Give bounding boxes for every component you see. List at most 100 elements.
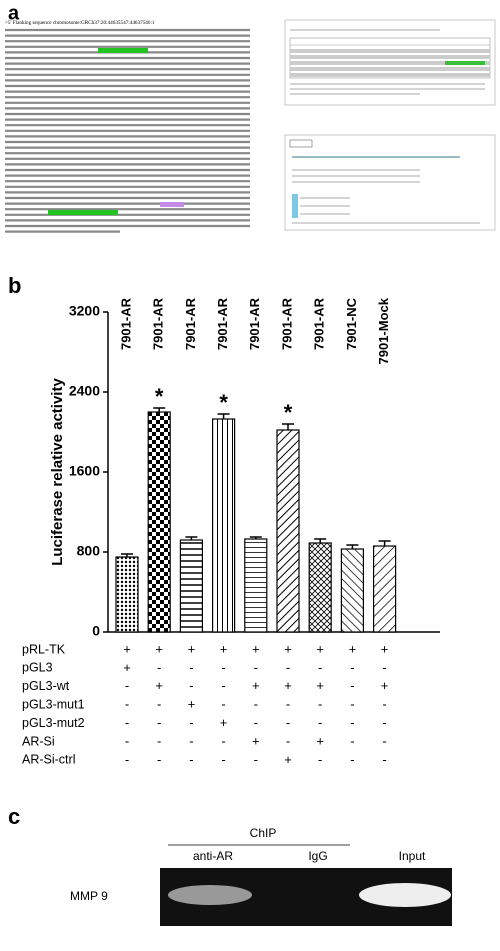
panel-label: b bbox=[8, 273, 21, 298]
condition-mark: + bbox=[316, 733, 324, 748]
condition-mark: - bbox=[157, 752, 161, 767]
condition-mark: + bbox=[252, 733, 260, 748]
highlight bbox=[160, 202, 184, 207]
condition-mark: - bbox=[125, 752, 129, 767]
y-tick-label: 3200 bbox=[69, 303, 100, 319]
significance-mark: * bbox=[219, 390, 228, 415]
condition-mark: - bbox=[350, 660, 354, 675]
condition-mark: - bbox=[189, 660, 193, 675]
condition-mark: - bbox=[382, 660, 386, 675]
y-tick-label: 0 bbox=[92, 623, 100, 639]
x-tick-label: 7901-AR bbox=[118, 297, 133, 350]
condition-mark: - bbox=[350, 697, 354, 712]
condition-mark: - bbox=[318, 697, 322, 712]
bar bbox=[276, 429, 300, 633]
condition-mark: - bbox=[382, 733, 386, 748]
significance-mark: * bbox=[155, 384, 164, 409]
panel-label: c bbox=[8, 804, 20, 829]
condition-mark: - bbox=[157, 660, 161, 675]
condition-mark: - bbox=[286, 660, 290, 675]
target-label: MMP 9 bbox=[70, 889, 108, 903]
y-axis-title: Luciferase relative activity bbox=[49, 378, 66, 566]
y-tick-label: 2400 bbox=[69, 383, 100, 399]
condition-mark: - bbox=[382, 752, 386, 767]
sequence-text bbox=[5, 28, 250, 233]
bar bbox=[179, 539, 203, 633]
bar bbox=[340, 548, 364, 633]
condition-mark: - bbox=[125, 678, 129, 693]
condition-label: pRL-TK bbox=[22, 642, 66, 656]
condition-label: pGL3 bbox=[22, 661, 53, 675]
condition-mark: + bbox=[252, 641, 260, 656]
condition-mark: + bbox=[316, 641, 324, 656]
condition-mark: + bbox=[188, 697, 196, 712]
condition-label: AR-Si bbox=[22, 734, 55, 748]
highlight bbox=[98, 48, 148, 53]
condition-mark: + bbox=[284, 641, 292, 656]
condition-mark: - bbox=[350, 752, 354, 767]
bar bbox=[147, 411, 171, 633]
condition-mark: - bbox=[221, 733, 225, 748]
condition-mark: + bbox=[252, 678, 260, 693]
condition-mark: - bbox=[157, 715, 161, 730]
condition-mark: - bbox=[157, 697, 161, 712]
condition-mark: - bbox=[254, 660, 258, 675]
x-tick-label: 7901-AR bbox=[151, 297, 166, 350]
condition-mark: + bbox=[316, 678, 324, 693]
condition-mark: - bbox=[125, 733, 129, 748]
condition-mark: + bbox=[123, 641, 131, 656]
condition-label: pGL3-wt bbox=[22, 679, 70, 693]
condition-mark: - bbox=[286, 715, 290, 730]
condition-mark: - bbox=[221, 678, 225, 693]
condition-mark: + bbox=[220, 641, 228, 656]
condition-mark: - bbox=[350, 733, 354, 748]
condition-mark: + bbox=[381, 641, 389, 656]
significance-mark: * bbox=[284, 400, 293, 425]
bar bbox=[373, 545, 397, 633]
condition-mark: - bbox=[189, 715, 193, 730]
screenshot bbox=[284, 19, 496, 106]
condition-mark: - bbox=[318, 715, 322, 730]
condition-label: pGL3-mut1 bbox=[22, 697, 85, 711]
condition-mark: - bbox=[254, 715, 258, 730]
condition-mark: + bbox=[188, 641, 196, 656]
condition-mark: + bbox=[123, 660, 131, 675]
lane-label: anti-AR bbox=[193, 849, 233, 863]
bar bbox=[244, 538, 268, 633]
bar bbox=[115, 556, 139, 633]
x-tick-label: 7901-AR bbox=[279, 297, 294, 350]
condition-mark: + bbox=[284, 678, 292, 693]
condition-mark: - bbox=[286, 697, 290, 712]
condition-mark: + bbox=[155, 678, 163, 693]
gel-title: ChIP bbox=[250, 826, 277, 840]
lane-label: IgG bbox=[308, 849, 327, 863]
y-tick-label: 1600 bbox=[69, 463, 100, 479]
highlight bbox=[48, 210, 118, 215]
condition-mark: - bbox=[221, 660, 225, 675]
x-tick-label: 7901-NC bbox=[344, 297, 359, 350]
x-tick-label: 7901-AR bbox=[215, 297, 230, 350]
condition-mark: - bbox=[286, 733, 290, 748]
condition-mark: + bbox=[349, 641, 357, 656]
condition-mark: - bbox=[318, 752, 322, 767]
condition-mark: - bbox=[189, 733, 193, 748]
x-tick-label: 7901-AR bbox=[312, 297, 327, 350]
condition-mark: - bbox=[189, 678, 193, 693]
condition-mark: - bbox=[254, 697, 258, 712]
gel-band bbox=[359, 883, 451, 907]
x-tick-label: 7901-Mock bbox=[376, 297, 391, 364]
condition-mark: - bbox=[189, 752, 193, 767]
panel-label: a bbox=[8, 2, 20, 24]
y-tick-label: 800 bbox=[77, 543, 101, 559]
condition-mark: - bbox=[382, 697, 386, 712]
condition-mark: + bbox=[381, 678, 389, 693]
condition-mark: - bbox=[157, 733, 161, 748]
condition-mark: + bbox=[284, 752, 292, 767]
x-tick-label: 7901-AR bbox=[247, 297, 262, 350]
condition-mark: - bbox=[221, 752, 225, 767]
condition-mark: - bbox=[382, 715, 386, 730]
condition-mark: - bbox=[350, 678, 354, 693]
condition-mark: - bbox=[254, 752, 258, 767]
condition-mark: - bbox=[221, 697, 225, 712]
condition-mark: - bbox=[350, 715, 354, 730]
